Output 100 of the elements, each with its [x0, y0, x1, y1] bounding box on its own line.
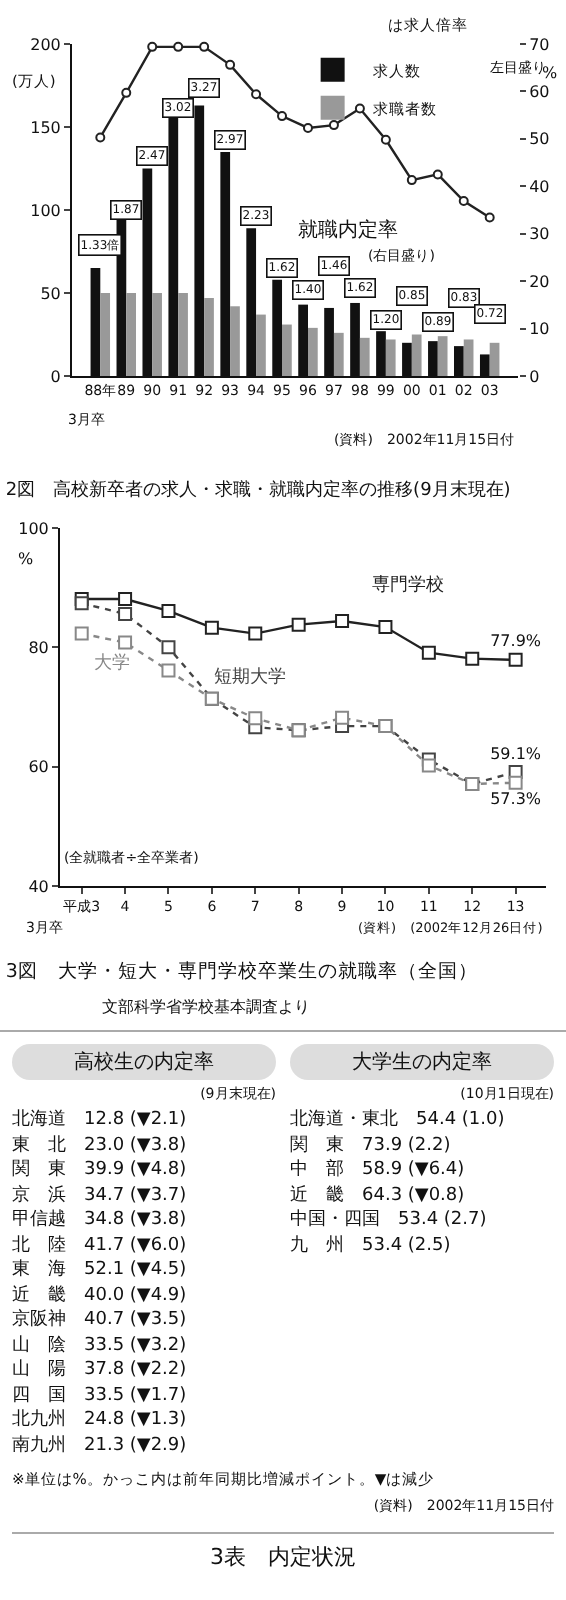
- y2-tick-label: 40: [529, 177, 550, 196]
- text: 文部科学省学校基本調査より: [102, 998, 310, 1016]
- point: [248, 626, 263, 641]
- text: 2図 高校新卒者の求人・求職・就職内定率の推移(9月末現在): [5, 479, 511, 501]
- y-tick-label: 100: [30, 201, 61, 220]
- series-label: 大学: [94, 652, 130, 674]
- data-label: 77.9%: [490, 632, 542, 651]
- bar: [437, 336, 448, 376]
- point: [251, 89, 262, 100]
- point: [173, 41, 184, 52]
- point: [421, 758, 436, 773]
- series-label: 短期大学: [214, 666, 286, 688]
- point: [302, 122, 313, 133]
- y-tick-label: 0: [50, 367, 61, 386]
- bar: [178, 293, 188, 376]
- point: [95, 132, 106, 143]
- point: [161, 640, 176, 655]
- bar: [230, 306, 240, 376]
- point: [380, 134, 391, 145]
- y-tick-label: 200: [30, 35, 61, 54]
- text: 3表 内定状況: [12, 1532, 554, 1572]
- text: 近 畿 64.3 (▼0.8): [290, 1183, 467, 1208]
- y2-tick-label: 60: [529, 83, 550, 102]
- data-label: 57.3%: [490, 790, 542, 809]
- point: [161, 663, 176, 678]
- bar: [256, 314, 266, 376]
- text: 北海道 12.8 (▼2.1): [12, 1108, 189, 1133]
- bar: [100, 293, 111, 376]
- y-tick-label: 80: [28, 638, 49, 657]
- point: [354, 103, 365, 114]
- bar: [385, 339, 396, 376]
- point: [118, 606, 133, 621]
- point: [291, 617, 306, 632]
- bar: [359, 337, 370, 376]
- bar: [204, 297, 214, 376]
- text: 3図 大学・短大・専門学校卒業生の就職率（全国）: [5, 959, 478, 983]
- bar: [126, 293, 136, 376]
- point: [199, 41, 210, 52]
- point: [484, 212, 495, 223]
- text: 北九州 24.8 (▼1.3): [12, 1408, 189, 1433]
- point: [248, 711, 263, 726]
- point: [508, 652, 523, 667]
- y-axis-title: %: [18, 550, 34, 568]
- point: [406, 175, 417, 186]
- y-tick-label: 150: [30, 118, 61, 137]
- y2-tick-label: 70: [529, 35, 550, 54]
- point: [118, 592, 133, 606]
- text: 中 部 58.9 (▼6.4): [290, 1158, 467, 1183]
- text: 中国・四国 53.4 (2.7): [290, 1208, 489, 1233]
- text: 北 陸 41.7 (▼6.0): [12, 1233, 189, 1258]
- y2-tick-label: 50: [529, 130, 550, 149]
- point: [508, 775, 523, 790]
- text: 山 陽 37.8 (▼2.2): [12, 1358, 189, 1383]
- text: 南九州 21.3 (▼2.9): [12, 1433, 189, 1458]
- y-tick-label: 60: [28, 758, 49, 777]
- point: [147, 41, 158, 52]
- y-tick-label: 50: [40, 284, 61, 303]
- text: 山 陰 33.5 (▼3.2): [12, 1333, 189, 1358]
- text: 高校生の内定率: [12, 1044, 276, 1080]
- point: [335, 614, 350, 629]
- bar: [152, 293, 162, 376]
- point: [74, 596, 89, 611]
- point: [121, 87, 132, 98]
- y2-axis-title: %: [542, 64, 558, 82]
- series-label: 専門学校: [372, 574, 444, 596]
- point: [458, 195, 469, 206]
- point: [328, 120, 339, 131]
- text: 京 浜 34.7 (▼3.7): [12, 1183, 189, 1208]
- text: 北海道・東北 54.4 (1.0): [290, 1108, 507, 1133]
- bar: [307, 327, 318, 376]
- point: [277, 111, 288, 122]
- text: 東 海 52.1 (▼4.5): [12, 1258, 189, 1283]
- text: 関 東 39.9 (▼4.8): [12, 1158, 189, 1183]
- bar: [411, 334, 422, 376]
- point: [432, 169, 443, 180]
- series-label: 就職内定率: [298, 218, 398, 242]
- text: 関 東 73.9 (2.2): [290, 1133, 453, 1158]
- text: 京阪神 40.7 (▼3.5): [12, 1308, 189, 1333]
- point: [378, 620, 393, 635]
- text: 九 州 53.4 (2.5): [290, 1233, 453, 1258]
- point: [204, 620, 219, 635]
- point: [161, 603, 176, 618]
- y2-tick-label: 0: [529, 367, 540, 386]
- y2-tick-label: 10: [529, 320, 550, 339]
- point: [225, 59, 236, 70]
- text: 大学生の内定率: [290, 1044, 554, 1080]
- text: 四 国 33.5 (▼1.7): [12, 1383, 189, 1408]
- y2-tick-label: 20: [529, 272, 550, 291]
- bar: [489, 342, 500, 376]
- y-tick-label: 100: [18, 519, 49, 538]
- point: [465, 651, 480, 666]
- y2-tick-label: 30: [529, 225, 550, 244]
- point: [335, 710, 350, 725]
- text: 甲信越 34.8 (▼3.8): [12, 1208, 189, 1233]
- point: [74, 626, 89, 641]
- data-label: 59.1%: [490, 744, 542, 763]
- text: 東 北 23.0 (▼3.8): [12, 1133, 189, 1158]
- y-tick-label: 40: [28, 877, 49, 896]
- point: [118, 635, 133, 650]
- text: 近 畿 40.0 (▼4.9): [12, 1283, 189, 1308]
